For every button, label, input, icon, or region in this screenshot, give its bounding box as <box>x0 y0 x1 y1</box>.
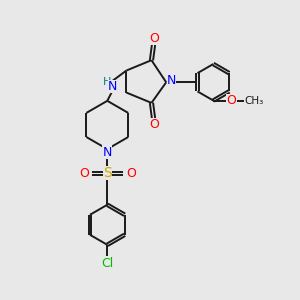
Text: N: N <box>108 80 117 93</box>
Text: H: H <box>103 77 111 87</box>
Text: N: N <box>167 74 176 87</box>
Text: CH₃: CH₃ <box>244 95 263 106</box>
Text: O: O <box>149 32 159 45</box>
Text: N: N <box>103 146 112 159</box>
Text: O: O <box>226 94 236 107</box>
Text: S: S <box>103 166 112 180</box>
Text: O: O <box>79 167 89 180</box>
Text: Cl: Cl <box>101 256 113 270</box>
Text: O: O <box>126 167 136 180</box>
Text: O: O <box>149 118 159 131</box>
